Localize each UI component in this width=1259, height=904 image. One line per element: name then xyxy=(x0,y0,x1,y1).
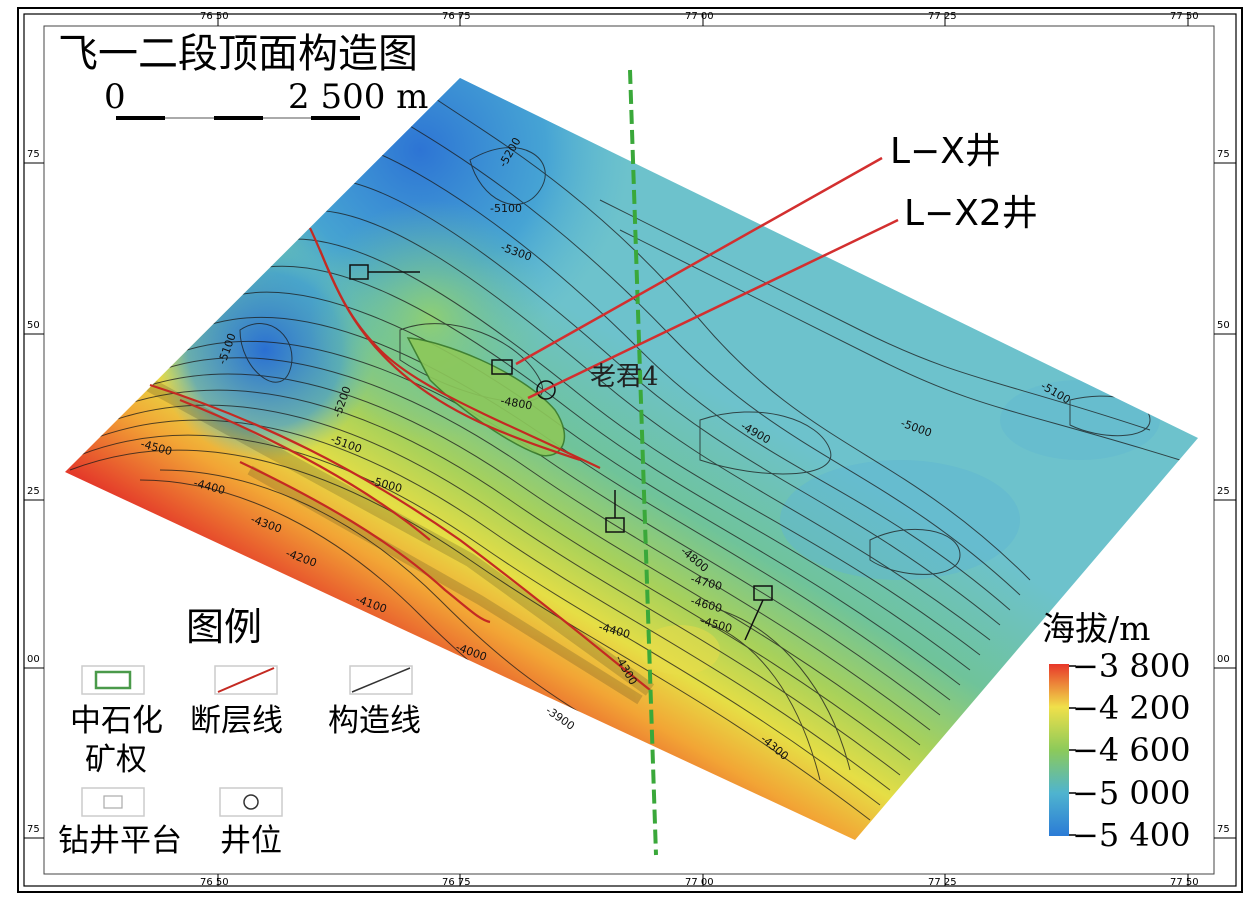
frame-tick-left: 75 xyxy=(27,149,40,160)
map-title: 飞一二段顶面构造图 xyxy=(58,31,418,77)
well-symbols xyxy=(349,264,773,641)
frame-tick-right: 50 xyxy=(1217,320,1230,331)
frame-tick-left: 25 xyxy=(27,486,40,497)
frame-tick-left: 50 xyxy=(27,320,40,331)
colorbar-tick-label: −5 000 xyxy=(1072,774,1191,812)
legend-label-platform: 钻井平台 xyxy=(58,823,182,859)
well-label-lx: L−X井 xyxy=(890,131,1001,172)
legend-label-well: 井位 xyxy=(220,823,282,859)
frame-tick-top: 76 75 xyxy=(442,11,471,22)
map-neatline xyxy=(43,25,1215,875)
leader-line-lx2 xyxy=(527,218,899,400)
scale-start-label: 0 xyxy=(104,77,126,117)
frame-tick-top: 77 00 xyxy=(685,11,714,22)
frame-tick-bottom: 77 50 xyxy=(1170,877,1199,888)
frame-inner xyxy=(23,13,1237,887)
frame-tick-bottom: 76 50 xyxy=(200,877,229,888)
scale-end-label: 2 500 m xyxy=(288,77,429,117)
steep-zone xyxy=(146,378,655,705)
frame-tick-right: 75 xyxy=(1217,149,1230,160)
legend-label-license: 中石化 xyxy=(70,703,163,739)
frame-tick-right: 25 xyxy=(1217,486,1230,497)
frame-tick-right: 75 xyxy=(1217,824,1230,835)
colorbar-ticks xyxy=(1069,665,1076,836)
contour-label: -3900 xyxy=(543,704,577,733)
contour-label: -5100 xyxy=(490,202,522,215)
colorbar-tick-label: −4 600 xyxy=(1072,731,1191,769)
frame-tick-left: 00 xyxy=(27,654,40,665)
contour-label: -4800 xyxy=(499,394,533,412)
fault-lines xyxy=(149,227,651,691)
legend-license-icon xyxy=(94,670,132,690)
frame-tick-top: 76 50 xyxy=(200,11,229,22)
frame-tick-top: 77 50 xyxy=(1170,11,1199,22)
platform-laojun4 xyxy=(491,359,513,375)
colorbar-title: 海拔/m xyxy=(1042,609,1151,648)
legend-platform-icon xyxy=(103,795,123,809)
frame-tick-right: 00 xyxy=(1217,654,1230,665)
license-area xyxy=(406,337,566,457)
legend-label-contour: 构造线 xyxy=(328,703,421,739)
frame-outer xyxy=(17,7,1243,893)
legend-symbols xyxy=(81,665,413,817)
frame-tick-marks xyxy=(24,14,1236,886)
leader-line-lx xyxy=(515,156,883,366)
legend-title: 图例 xyxy=(186,605,263,649)
well-label-lx2: L−X2井 xyxy=(904,193,1038,234)
colorbar-tick-label: −3 800 xyxy=(1072,647,1191,685)
legend-label-fault: 断层线 xyxy=(190,703,283,739)
legend-fault-icon xyxy=(217,667,275,693)
contour-lines xyxy=(69,94,1181,821)
frame-tick-bottom: 77 00 xyxy=(685,877,714,888)
colorbar xyxy=(1049,664,1069,836)
legend-contour-icon xyxy=(351,667,411,693)
frame-tick-bottom: 76 75 xyxy=(442,877,471,888)
legend-well-icon xyxy=(243,794,259,810)
colorbar-tick-label: −5 400 xyxy=(1072,816,1191,854)
frame-tick-top: 77 25 xyxy=(928,11,957,22)
frame-tick-left: 75 xyxy=(27,824,40,835)
colorbar-tick-label: −4 200 xyxy=(1072,689,1191,727)
platform-label: 老君4 xyxy=(590,362,659,392)
seismic-section-line xyxy=(628,69,658,856)
frame-tick-bottom: 77 25 xyxy=(928,877,957,888)
legend-label-license-line2: 矿权 xyxy=(85,742,147,778)
